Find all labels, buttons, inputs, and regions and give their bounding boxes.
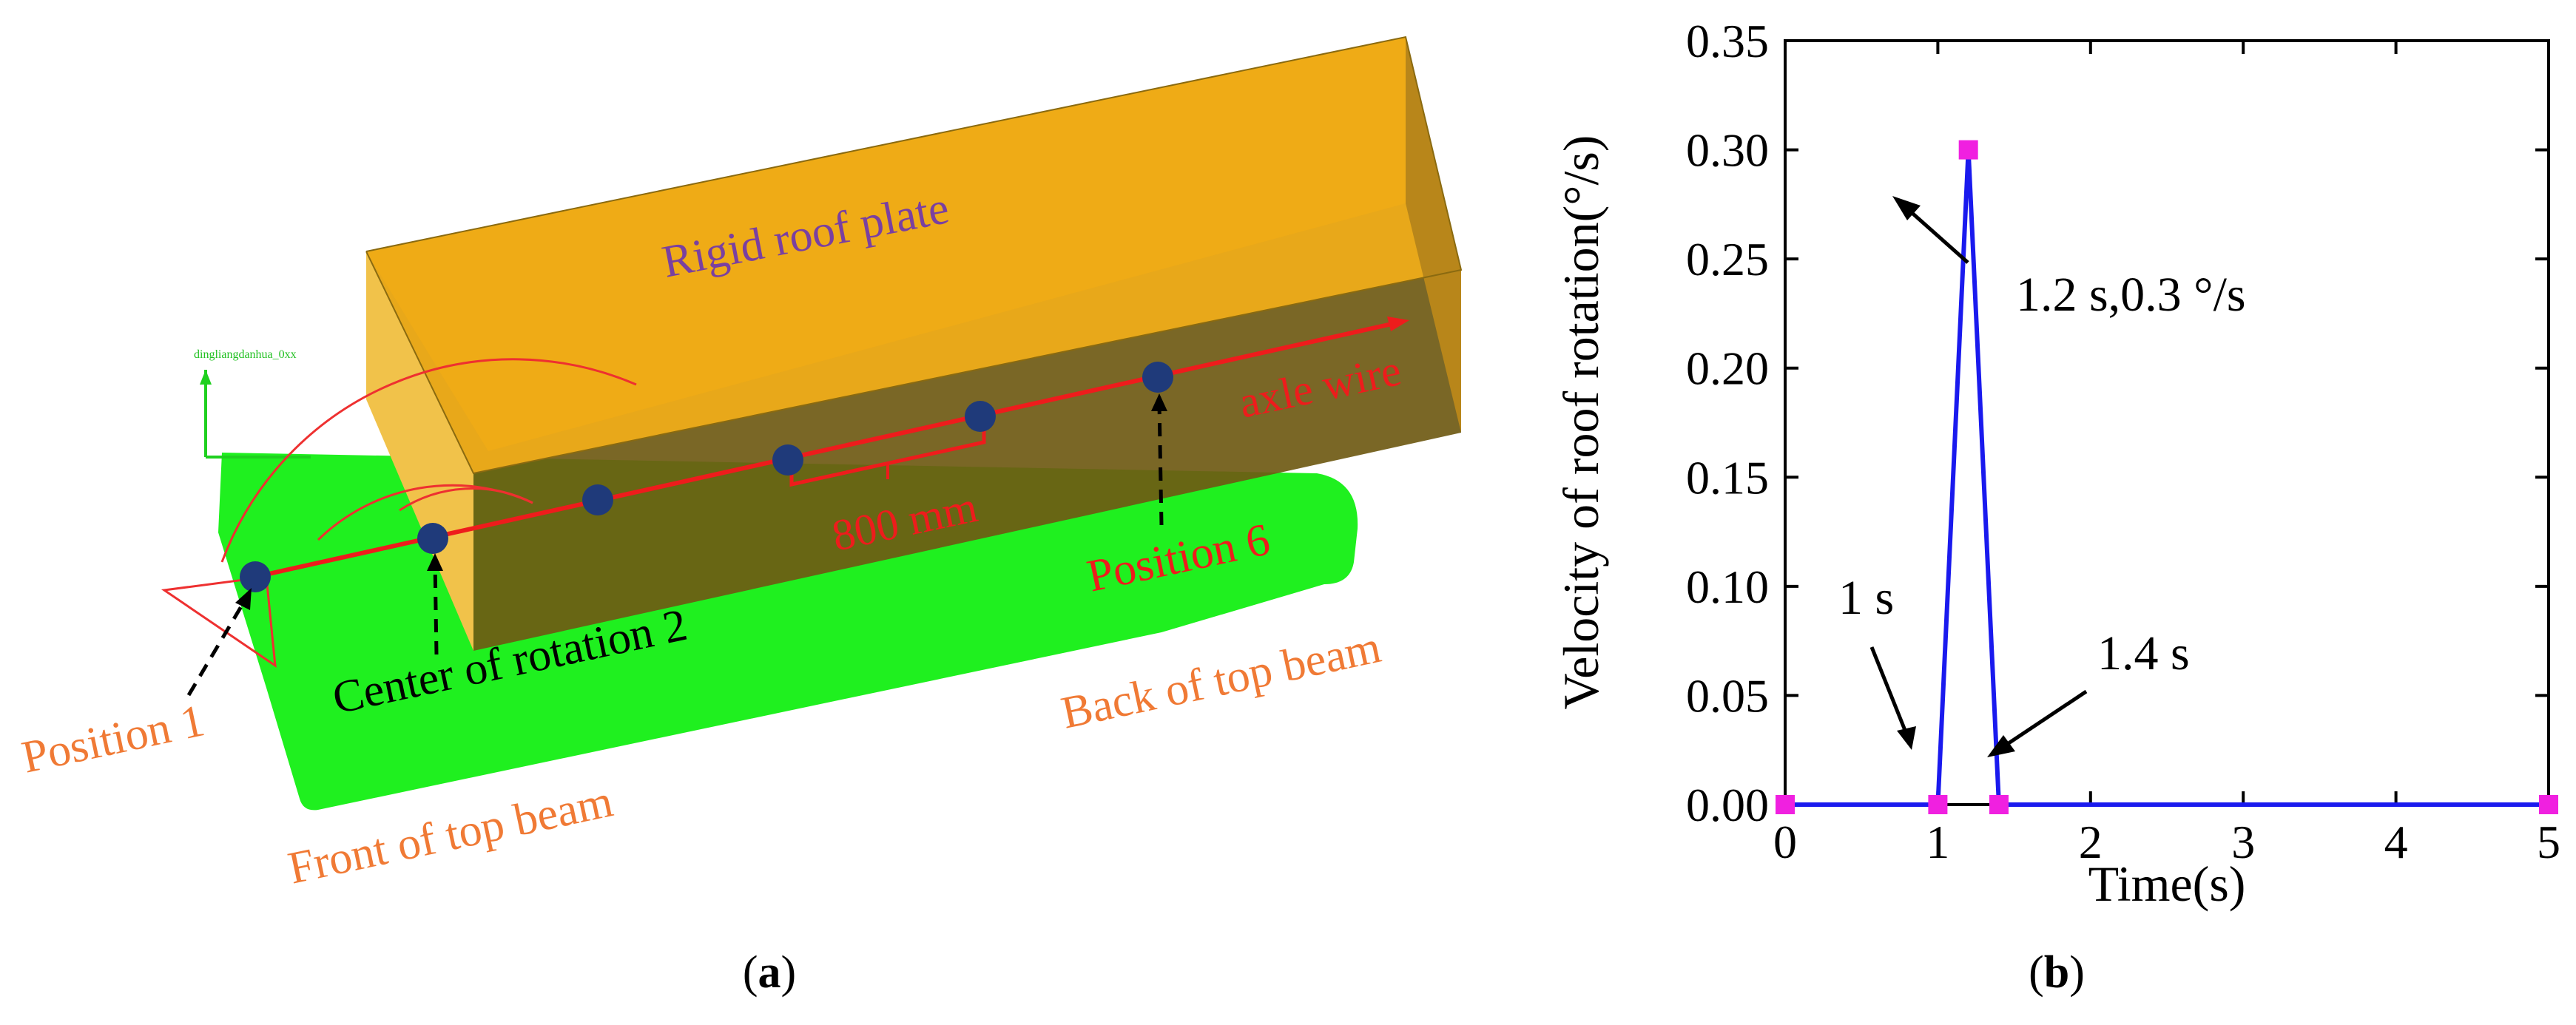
pointer-center-rotation <box>433 561 439 655</box>
x-axis-title: Time(s) <box>2088 856 2246 912</box>
annotation-start: 1 s <box>1838 571 1894 625</box>
position-marker-6 <box>1142 362 1173 393</box>
coordinate-axis-icon <box>200 370 311 459</box>
series-layer <box>1776 140 2558 814</box>
pointer-center-rotation-head <box>427 553 443 571</box>
y-axis: 0.00 0.05 0.10 0.15 0.20 0.25 0.30 0.35 <box>1686 15 2549 831</box>
position-marker-2 <box>417 523 448 554</box>
software-tag-label: dingliangdanhua_0xx <box>194 348 297 361</box>
series-line <box>1785 149 2549 807</box>
y-tick-label: 0.00 <box>1686 779 1769 831</box>
x-tick-label: 4 <box>2384 816 2408 868</box>
x-tick-label: 1 <box>1926 816 1949 868</box>
data-point-marker <box>1958 140 1978 160</box>
y-tick-label: 0.05 <box>1686 669 1769 722</box>
roof-plate-edges <box>365 35 1463 475</box>
data-point-marker <box>1928 795 1948 814</box>
rotation-arc-small <box>399 487 533 512</box>
annotation-arrow-start-head <box>1897 726 1916 750</box>
roof-plate-right-face <box>1406 37 1461 433</box>
y-tick-label: 0.25 <box>1686 233 1769 285</box>
panel-a-model-figure: dingliangdanhua_0xx Rigid roof plate axl… <box>18 35 1463 998</box>
pointer-position-1-head <box>235 588 252 610</box>
label-position-1: Position 1 <box>18 695 209 782</box>
annotation-arrow-end-head <box>1987 735 2015 757</box>
x-tick-label: 3 <box>2231 816 2255 868</box>
plot-frame <box>1784 39 2550 806</box>
y-tick-label: 0.30 <box>1686 124 1769 177</box>
data-point-marker <box>1776 795 1795 814</box>
y-tick-label: 0.15 <box>1686 451 1769 504</box>
front-triangle-outline <box>161 575 277 669</box>
pointer-position-6-head <box>1151 393 1167 411</box>
roof-plate-top-face <box>366 37 1406 451</box>
roof-plate-left-face <box>366 251 473 651</box>
data-point-marker <box>1989 795 2009 814</box>
position-marker-3 <box>582 484 613 515</box>
x-tick-label: 0 <box>1773 816 1797 868</box>
annotation-arrow-end <box>1996 689 2088 753</box>
x-tick-label: 5 <box>2537 816 2560 868</box>
position-marker-5 <box>965 401 996 432</box>
y-axis-title: Velocity of roof rotation(°/s) <box>1553 135 1609 710</box>
pointer-position-1 <box>186 594 250 697</box>
annotation-arrow-peak-head <box>1892 196 1921 220</box>
panel-a-caption: (a) <box>743 947 796 998</box>
position-marker-4 <box>772 444 803 476</box>
annotation-peak: 1.2 s,0.3 °/s <box>2016 268 2246 322</box>
model-svg: dingliangdanhua_0xx Rigid roof plate axl… <box>18 35 1463 998</box>
x-tick-label: 2 <box>2079 816 2103 868</box>
annotation-end: 1.4 s <box>2097 626 2190 680</box>
position-marker-1 <box>240 561 271 592</box>
rotation-arc-large <box>220 358 637 563</box>
y-tick-label: 0.10 <box>1686 561 1769 613</box>
panel-b-caption: (b) <box>2029 947 2085 998</box>
y-tick-label: 0.35 <box>1686 15 1769 67</box>
data-point-marker <box>2539 795 2558 814</box>
y-tick-label: 0.20 <box>1686 342 1769 395</box>
x-axis: 0 1 2 3 4 5 <box>1773 41 2560 868</box>
annotation-arrow-start <box>1869 646 1911 740</box>
pointer-position-6 <box>1157 402 1164 526</box>
axle-wire-arrowhead <box>1387 317 1409 331</box>
